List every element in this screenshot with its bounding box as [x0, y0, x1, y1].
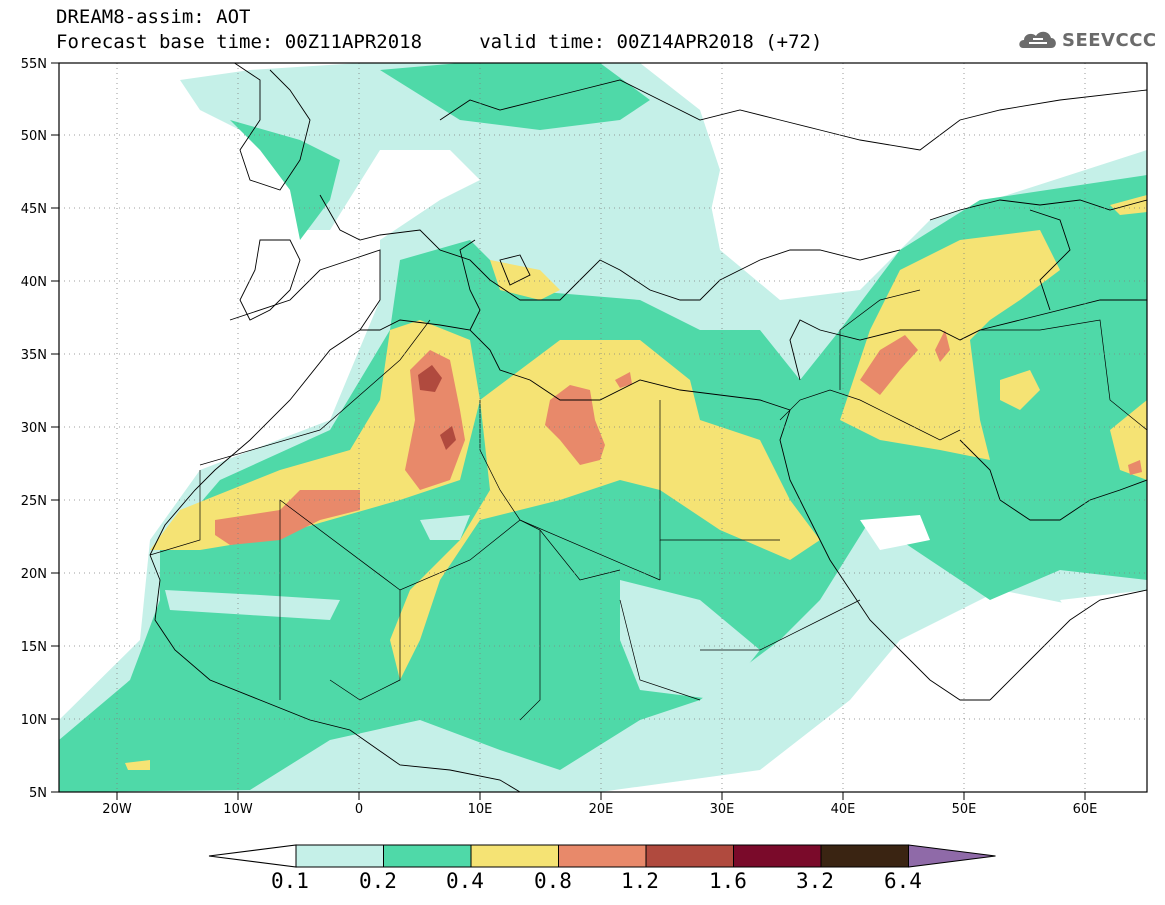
colorbar-label: 1.6 — [709, 869, 747, 893]
aot-contour-0.8-se — [1128, 460, 1142, 475]
aot-contour-0.4-west — [150, 320, 480, 550]
lon-label: 0 — [355, 802, 363, 817]
colorbar-label: 0.2 — [359, 869, 397, 893]
lon-labels: 20W 10W 0 10E 20E 30E 40E 50E 60E — [102, 802, 1097, 817]
colorbar-segment — [820, 844, 909, 868]
colorbar-segment — [383, 844, 472, 868]
aot-contour-0.8-libya-small — [615, 372, 632, 388]
lat-label: 30N — [21, 421, 47, 436]
chart-subtitle: Forecast base time: 00Z11APR2018 valid t… — [56, 31, 823, 53]
lon-label: 30E — [710, 802, 735, 817]
lat-label: 15N — [21, 640, 47, 655]
aot-gap-3 — [620, 580, 760, 700]
lat-label: 10N — [21, 713, 47, 728]
lon-label: 50E — [952, 802, 977, 817]
aot-contour-1.2-a — [418, 365, 442, 392]
cloud-icon — [1019, 31, 1056, 48]
lat-labels: 5N 10N 15N 20N 25N 30N 35N 40N 45N 50N 5… — [21, 57, 47, 801]
aot-contour-0.8-west — [215, 490, 360, 545]
lon-label: 10W — [223, 802, 253, 817]
aot-gap-1 — [165, 590, 340, 620]
tick-marks — [51, 62, 1086, 800]
aot-gap-4 — [420, 515, 470, 540]
colorbar — [208, 844, 996, 868]
aot-contour-0.4-small — [125, 760, 150, 770]
colorbar-label: 0.1 — [271, 869, 309, 893]
aot-gap-2 — [860, 515, 930, 550]
lat-label: 55N — [21, 57, 47, 72]
lat-label: 20N — [21, 567, 47, 582]
chart-title: DREAM8-assim: AOT — [56, 6, 251, 28]
colorbar-label: 1.2 — [621, 869, 659, 893]
colorbar-segment — [645, 844, 734, 868]
aot-contour-0.4-sardinia — [490, 260, 560, 300]
lon-label: 10E — [468, 802, 493, 817]
aot-contour-0.8-iraq2 — [935, 330, 950, 362]
aot-contour-0.8-libya — [545, 385, 605, 465]
aot-contour-1.2-b — [440, 426, 456, 450]
lat-label: 5N — [29, 786, 47, 801]
colorbar-label: 0.8 — [534, 869, 572, 893]
aot-contour-0.2-uk — [230, 120, 340, 240]
aot-contour-0.4-sahara — [390, 340, 820, 680]
colorbar-extend-min — [208, 844, 297, 868]
logo-text: SEEVCCC — [1062, 30, 1157, 51]
aot-contour-0.4-east — [840, 230, 1060, 460]
lat-label: 35N — [21, 348, 47, 363]
aot-field — [59, 63, 1147, 792]
coastlines — [149, 63, 1147, 792]
lon-label: 40E — [831, 802, 856, 817]
lon-label: 20E — [589, 802, 614, 817]
lon-label: 60E — [1073, 802, 1098, 817]
colorbar-label: 3.2 — [796, 869, 834, 893]
colorbar-extend-max — [908, 844, 996, 868]
colorbar-label: 6.4 — [884, 869, 922, 893]
aot-contour-0.8-iraq — [860, 335, 918, 395]
lat-label: 25N — [21, 494, 47, 509]
lat-label: 45N — [21, 202, 47, 217]
aot-contour-0.4-gulf — [1000, 370, 1040, 410]
aot-contour-0.4-se — [1110, 400, 1147, 480]
aot-gap-5 — [1060, 590, 1147, 640]
borders — [149, 289, 1147, 721]
colorbar-label: 0.4 — [446, 869, 484, 893]
lon-label: 20W — [102, 802, 132, 817]
aot-contour-0.2-north — [380, 63, 650, 130]
colorbar-segment — [295, 844, 384, 868]
colorbar-segment — [733, 844, 822, 868]
colorbar-segment — [558, 844, 647, 868]
lat-label: 50N — [21, 129, 47, 144]
lat-label: 40N — [21, 275, 47, 290]
colorbar-segment — [470, 844, 559, 868]
